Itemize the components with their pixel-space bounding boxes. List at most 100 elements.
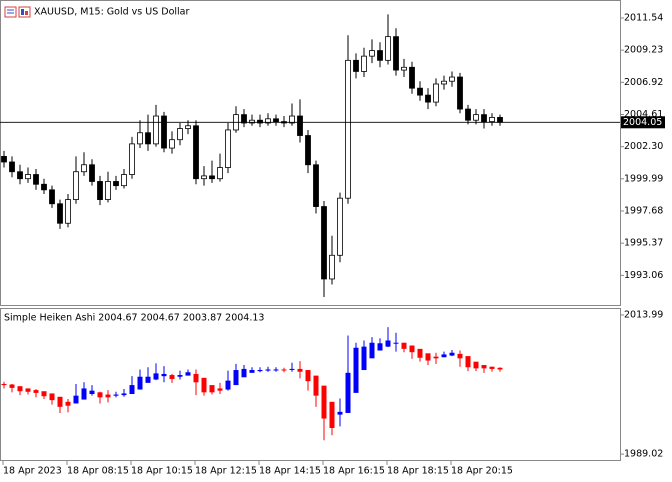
ha-body bbox=[25, 388, 31, 392]
candle-body bbox=[465, 108, 471, 121]
ha-body bbox=[145, 376, 151, 383]
ha-body bbox=[217, 388, 223, 391]
ha-body bbox=[49, 393, 55, 401]
ha-body bbox=[241, 368, 247, 378]
ha-body bbox=[457, 353, 463, 359]
x-tick-label: 18 Apr 16:15 bbox=[323, 466, 385, 477]
ha-body bbox=[273, 369, 279, 371]
candle-body bbox=[425, 94, 431, 103]
candle-body bbox=[209, 175, 215, 180]
y-tick-label: 1999.99 bbox=[624, 173, 663, 184]
x-tick-label: 18 Apr 2023 bbox=[3, 466, 62, 477]
candle-body bbox=[57, 203, 63, 224]
ha-body bbox=[305, 370, 311, 382]
candle-body bbox=[201, 175, 207, 180]
ha-body bbox=[177, 375, 183, 377]
candle-body bbox=[9, 161, 15, 173]
candle-body bbox=[361, 55, 367, 72]
candle-body bbox=[409, 66, 415, 89]
candle-body bbox=[393, 36, 399, 71]
icon bbox=[21, 9, 24, 15]
ha-body bbox=[345, 372, 351, 413]
ha-body bbox=[97, 392, 103, 398]
ha-body bbox=[481, 365, 487, 369]
candle-body bbox=[121, 174, 127, 187]
candle-body bbox=[17, 171, 23, 180]
candle-body bbox=[401, 66, 407, 71]
ha-body bbox=[377, 343, 383, 351]
candle-body bbox=[105, 181, 111, 200]
candle-body bbox=[337, 197, 343, 256]
candle-body bbox=[1, 156, 7, 163]
candle-body bbox=[193, 125, 199, 180]
candle-body bbox=[297, 115, 303, 136]
ha-body bbox=[361, 346, 367, 371]
ha-body bbox=[57, 396, 63, 407]
ha-body bbox=[257, 370, 263, 372]
ha-body bbox=[369, 342, 375, 359]
ha-body bbox=[441, 354, 447, 358]
x-tick-label: 18 Apr 10:15 bbox=[131, 466, 193, 477]
candle-body bbox=[81, 164, 87, 173]
current-price-label: 2004.05 bbox=[623, 117, 662, 128]
candle-body bbox=[369, 50, 375, 57]
candle-body bbox=[313, 164, 319, 207]
candle-body bbox=[289, 115, 295, 124]
candle-body bbox=[25, 174, 31, 180]
y-tick-label: 1993.06 bbox=[624, 270, 663, 281]
ha-body bbox=[393, 342, 399, 344]
candle-body bbox=[433, 83, 439, 103]
y-tick-label: 2004.61 bbox=[624, 109, 663, 120]
candle-body bbox=[217, 167, 223, 180]
candle-body bbox=[305, 135, 311, 166]
candle-body bbox=[257, 119, 263, 124]
ha-body bbox=[233, 370, 239, 386]
y-tick-label: 2009.23 bbox=[624, 45, 663, 56]
ha-body bbox=[113, 394, 119, 396]
indicator-title: Simple Heiken Ashi 2004.67 2004.67 2003.… bbox=[4, 313, 264, 324]
x-tick-label: 18 Apr 14:15 bbox=[259, 466, 321, 477]
candle-body bbox=[41, 183, 47, 191]
candle-body bbox=[441, 80, 447, 85]
ha-body bbox=[249, 370, 255, 373]
x-tick-label: 18 Apr 08:15 bbox=[67, 466, 129, 477]
ha-body bbox=[497, 367, 503, 370]
current-price-box bbox=[621, 116, 665, 129]
sub-panel-frame bbox=[0, 308, 621, 461]
ha-body bbox=[313, 375, 319, 396]
ha-body bbox=[185, 372, 191, 376]
candle-body bbox=[377, 50, 383, 61]
candle-body bbox=[481, 114, 487, 122]
candle-body bbox=[161, 115, 167, 149]
candle-body bbox=[73, 171, 79, 200]
y-tick-label: 2011.54 bbox=[624, 12, 663, 23]
ha-body bbox=[281, 369, 287, 371]
ha-body bbox=[409, 345, 415, 353]
y-tick-label: 1989.02 bbox=[624, 449, 663, 460]
ha-body bbox=[193, 373, 199, 383]
ha-body bbox=[289, 368, 295, 370]
y-tick-label: 1995.37 bbox=[624, 238, 663, 249]
candle-body bbox=[353, 59, 359, 72]
candle-body bbox=[273, 118, 279, 122]
ha-body bbox=[201, 377, 207, 393]
ha-body bbox=[433, 356, 439, 359]
candle-body bbox=[385, 36, 391, 61]
candle-body bbox=[241, 114, 247, 124]
ha-body bbox=[321, 385, 327, 419]
ha-body bbox=[1, 383, 7, 386]
ha-body bbox=[417, 348, 423, 358]
ha-body bbox=[89, 390, 95, 395]
ha-body bbox=[473, 361, 479, 369]
candle-body bbox=[225, 129, 231, 168]
ha-body bbox=[65, 401, 71, 406]
y-tick-label: 2013.99 bbox=[624, 309, 663, 320]
ha-body bbox=[17, 386, 23, 392]
symbol-icons bbox=[4, 6, 31, 18]
y-tick-label: 1997.68 bbox=[624, 206, 663, 217]
candle-body bbox=[153, 115, 159, 145]
ha-body bbox=[105, 394, 111, 398]
candle-body bbox=[145, 132, 151, 145]
candle-body bbox=[169, 139, 175, 149]
candle-body bbox=[345, 59, 351, 199]
